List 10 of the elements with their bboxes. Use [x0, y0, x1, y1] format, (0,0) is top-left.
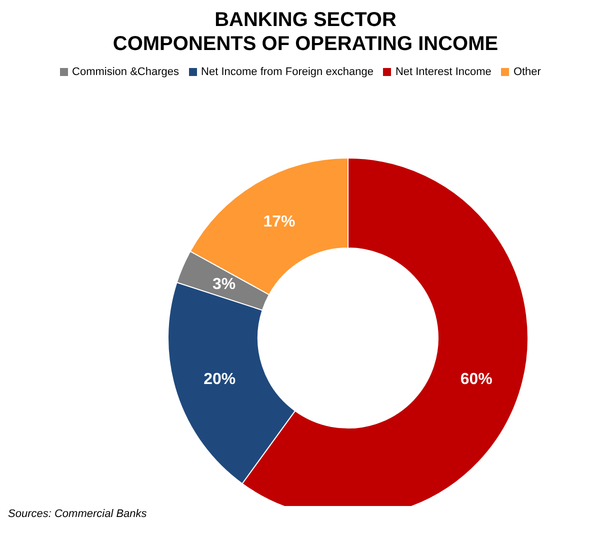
data-label: 60% [460, 371, 492, 388]
legend-label: Commision &Charges [72, 66, 180, 78]
data-label: 20% [204, 371, 236, 388]
legend-label: Other [513, 66, 541, 78]
source-note: Sources: Commercial Banks [8, 508, 148, 520]
data-label: 17% [263, 213, 296, 230]
chart-title: BANKING SECTOR COMPONENTS OF OPERATING INCOME [112, 8, 500, 56]
legend-label: Net Income from Foreign exchange [201, 66, 374, 78]
legend-label: Net Interest Income [395, 66, 492, 78]
data-label: 3% [212, 276, 236, 293]
